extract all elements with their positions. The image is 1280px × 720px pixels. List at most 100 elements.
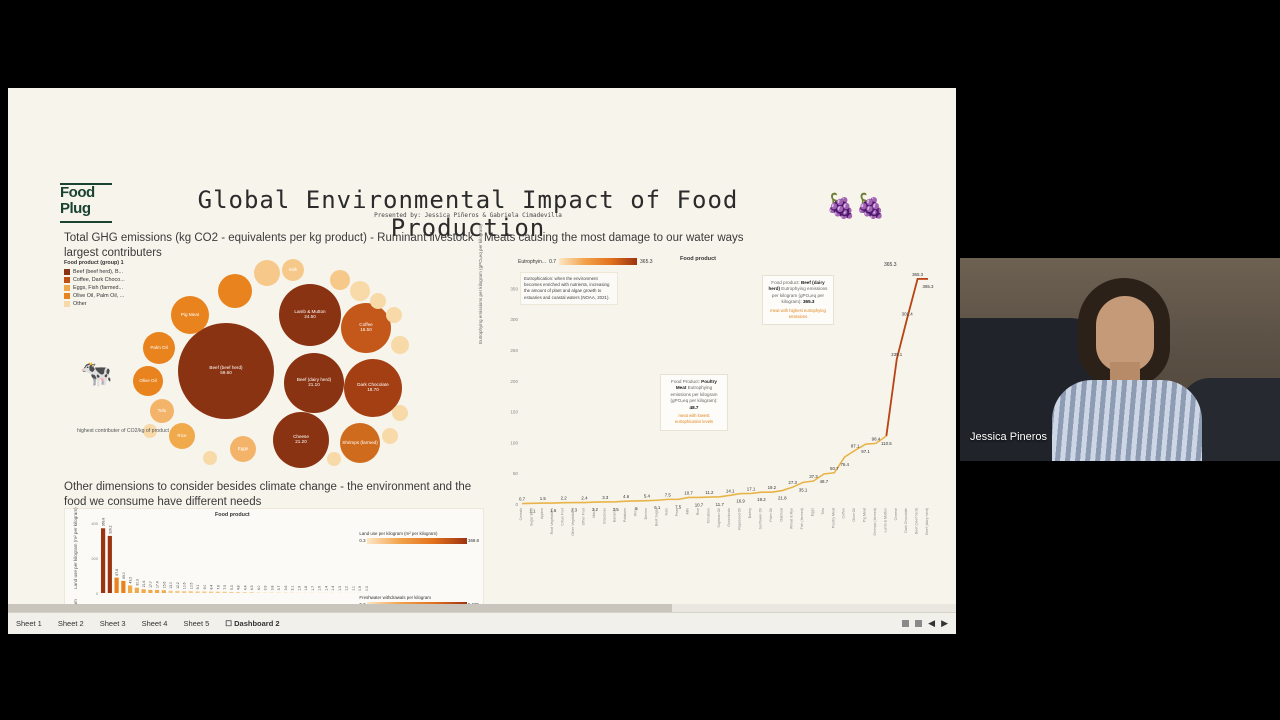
bubble-unlabeled-18[interactable] <box>370 293 386 309</box>
land-value-1: 326.2 <box>108 525 112 534</box>
bubble-tofu[interactable]: Tofu <box>150 399 174 423</box>
eutrophication-definition-note: Eutrophication: when the environment bec… <box>520 272 618 305</box>
data-label-16: 10.7 <box>684 490 693 495</box>
legend-swatch <box>64 293 70 299</box>
bubble-chart-legend: Food product (group) 1 Beef (beef herd),… <box>64 260 125 308</box>
bubble-unlabeled-20[interactable] <box>391 336 409 354</box>
x-tick-17: Rice <box>696 508 700 515</box>
land-bar-9 <box>161 590 166 593</box>
data-label-15: 7.5 <box>675 504 682 509</box>
bubble-pig-meat[interactable]: Pig Meat <box>171 296 209 334</box>
bubble-unlabeled-23[interactable] <box>327 452 341 466</box>
tab-sheet-1[interactable]: Sheet 1 <box>16 618 42 628</box>
legend-item-3[interactable]: Olive Oil, Palm Oil, ... <box>64 292 125 300</box>
bubble-olive-oil[interactable]: Olive Oil <box>133 366 163 396</box>
legend-item-4[interactable]: Other <box>64 300 125 308</box>
bubble-shrimps-farmed-[interactable]: Shrimps (farmed) <box>340 423 380 463</box>
legend-min: 0.7 <box>549 258 557 265</box>
bubble-value: 16.50 <box>360 327 372 332</box>
data-label-31: 76.4 <box>840 462 849 467</box>
land-value-34: 1.4 <box>331 586 335 591</box>
tab-sheet-4[interactable]: Sheet 4 <box>141 618 168 628</box>
bubble-eggs[interactable]: Eggs <box>230 436 256 462</box>
x-tick-10: Potatoes <box>623 508 627 522</box>
bubble-rice[interactable]: Rice <box>169 423 195 449</box>
bubble-value: 21.10 <box>308 382 320 387</box>
bubble-beef-beef-herd-[interactable]: Beef (beef herd) 59.60 <box>178 323 274 419</box>
landuse-y-0: 0 <box>96 591 99 596</box>
land-bar-16 <box>209 591 214 593</box>
bubble-unlabeled-17[interactable] <box>350 281 370 301</box>
bubble-beef-dairy-herd-[interactable]: Beef (dairy herd) 21.10 <box>284 353 344 413</box>
bubble-palm-oil[interactable]: Palm Oil <box>143 332 175 364</box>
tab-sheet-2[interactable]: Sheet 2 <box>57 618 84 628</box>
legend-header: Food product (group) 1 <box>64 260 124 266</box>
bubble-lamb-mutton[interactable]: Lamb & Mutton 24.50 <box>279 284 341 346</box>
bubble-unlabeled-22[interactable] <box>382 428 398 444</box>
bubble-unlabeled-16[interactable] <box>330 270 350 290</box>
tab-sheet-5[interactable]: Sheet 5 <box>183 618 210 628</box>
land-bar-0 <box>101 528 106 593</box>
land-value-12: 10.6 <box>183 582 187 589</box>
tab-dashboard-2[interactable]: ☐ Dashboard 2 <box>217 613 287 635</box>
food-product-header: Food product <box>215 512 250 518</box>
legend-item-label: Beef (beef herd), B... <box>73 269 124 275</box>
legend-item-1[interactable]: Coffee, Dark Choco... <box>64 276 125 284</box>
legend-item-2[interactable]: Eggs, Fish (farmed... <box>64 284 125 292</box>
x-tick-30: Poultry Meat <box>831 508 835 528</box>
scrollbar-thumb[interactable] <box>8 604 672 612</box>
x-tick-27: Fish (farmed) <box>800 508 804 529</box>
bubble-milk[interactable]: Milk <box>282 259 304 281</box>
grid-view-icon[interactable] <box>902 620 910 627</box>
page-subtitle: Presented by: Jessica Piñeros & Gabriela… <box>374 212 562 219</box>
dashboard-collapse-icon[interactable]: ☐ <box>225 618 233 628</box>
bubble-unlabeled-21[interactable] <box>392 405 408 421</box>
water-section-title: Meats causing the most damage to our wat… <box>484 232 744 244</box>
bubble-unlabeled-25[interactable] <box>143 424 157 438</box>
land-value-9: 15.6 <box>162 582 166 589</box>
bubble-unlabeled-15[interactable] <box>254 260 280 286</box>
data-label-17: 10.7 <box>695 502 704 507</box>
cow-icon: 🐄 <box>80 358 113 388</box>
land-bar-4 <box>128 585 133 593</box>
line-plot-area: 0 50 100 150 200 250 300 350 0.7 1.1 1.5 1.6 2.2 2.3 2… <box>498 262 946 562</box>
tab-sheet-3[interactable]: Sheet 3 <box>99 618 126 628</box>
x-tick-20: Groundnuts <box>727 508 731 527</box>
webcam-video[interactable]: Jessica Pineros <box>960 258 1280 461</box>
data-label-4: 2.2 <box>561 496 568 501</box>
food-plug-logo: Food Plug <box>60 183 112 223</box>
bubble-cheese[interactable]: Cheese 21.20 <box>273 412 329 468</box>
x-tick-37: Dark Chocolate <box>904 508 908 533</box>
bubble-unlabeled-14[interactable] <box>218 274 252 308</box>
bubble-unlabeled-24[interactable] <box>203 451 217 465</box>
land-value-22: 4.3 <box>250 585 254 590</box>
data-label-11: 5 <box>635 506 638 511</box>
legend-item-0[interactable]: Beef (beef herd), B... <box>64 268 125 276</box>
data-label-37: 301.4 <box>902 311 914 316</box>
data-label-28: 37.3 <box>809 474 818 479</box>
bubble-coffee[interactable]: Coffee 16.50 <box>341 303 391 353</box>
eutrophication-line-chart: Eutrophyin... 0.7 365.3 Eutrophication: … <box>478 224 950 598</box>
y-axis-label: Eutrophying emissions per kilogram (gPO₄… <box>478 224 483 344</box>
sheet-tab-strip: Sheet 1 Sheet 2 Sheet 3 Sheet 4 Sheet 5 <box>8 613 217 635</box>
data-label-9: 3.5 <box>613 507 620 512</box>
zoom-in-icon[interactable]: ▶ <box>941 618 948 628</box>
zoom-out-icon[interactable]: ◀ <box>928 618 936 628</box>
horizontal-scrollbar[interactable] <box>8 604 956 612</box>
x-tick-18: Tomatoes <box>706 508 710 524</box>
land-value-19: 5.3 <box>230 585 234 590</box>
bubble-dark-chocolate[interactable]: Dark Chocolate 18.70 <box>344 359 402 417</box>
x-tick-38: Beef (beef herd) <box>915 508 919 534</box>
y-tick-50: 50 <box>513 471 519 476</box>
list-view-icon[interactable] <box>915 620 923 627</box>
landuse-y-200: 200 <box>91 556 98 561</box>
bubble-unlabeled-19[interactable] <box>386 307 402 323</box>
x-tick-36: Cheese <box>894 508 898 520</box>
x-tick-29: Tofu <box>821 508 825 515</box>
x-tick-16: Milk <box>686 508 690 515</box>
x-tick-23: Sunflower Oil <box>758 508 762 530</box>
bubble-label: Rice <box>177 432 187 438</box>
tooltip-metric: Eutrophying emissions per kilogram (gPO₄… <box>670 385 718 404</box>
land-value-13: 10.5 <box>189 582 193 589</box>
tooltip-metric: Eutrophying emissions per kilogram (gPO₄… <box>771 286 828 305</box>
